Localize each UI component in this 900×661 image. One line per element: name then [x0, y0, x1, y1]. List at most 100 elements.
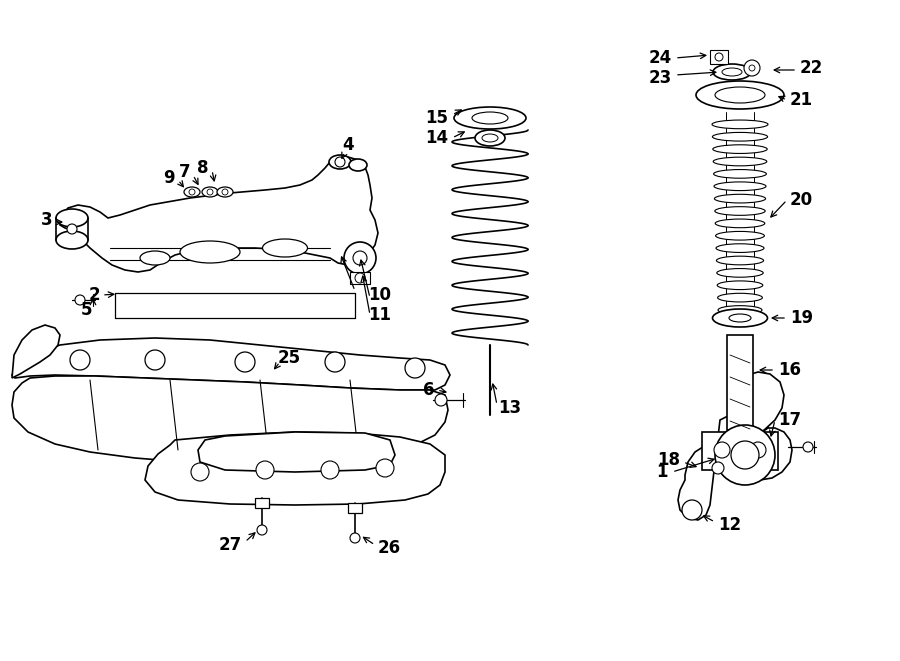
Ellipse shape — [712, 120, 768, 129]
Circle shape — [682, 500, 702, 520]
Polygon shape — [198, 432, 395, 472]
Ellipse shape — [715, 194, 766, 203]
Polygon shape — [60, 157, 378, 272]
Circle shape — [67, 224, 77, 234]
Polygon shape — [12, 376, 448, 464]
Polygon shape — [678, 372, 792, 520]
Text: 19: 19 — [790, 309, 813, 327]
Ellipse shape — [716, 256, 763, 265]
Text: 21: 21 — [790, 91, 813, 109]
Circle shape — [350, 533, 360, 543]
Text: 20: 20 — [790, 191, 813, 209]
Circle shape — [749, 65, 755, 71]
Ellipse shape — [263, 239, 308, 257]
FancyBboxPatch shape — [350, 272, 370, 284]
Ellipse shape — [454, 107, 526, 129]
Circle shape — [731, 441, 759, 469]
FancyBboxPatch shape — [348, 503, 362, 513]
Text: 25: 25 — [278, 349, 302, 367]
Circle shape — [355, 273, 365, 283]
Circle shape — [750, 442, 766, 458]
Ellipse shape — [184, 187, 200, 197]
Ellipse shape — [349, 159, 367, 171]
Text: 7: 7 — [178, 163, 190, 181]
Polygon shape — [12, 338, 450, 390]
Ellipse shape — [714, 169, 767, 178]
Circle shape — [207, 189, 213, 195]
Text: 17: 17 — [778, 411, 801, 429]
Ellipse shape — [713, 64, 751, 80]
Circle shape — [712, 462, 724, 474]
Text: 23: 23 — [649, 69, 672, 87]
Text: 2: 2 — [88, 286, 100, 304]
FancyBboxPatch shape — [727, 335, 753, 430]
Ellipse shape — [713, 132, 768, 141]
Ellipse shape — [472, 112, 508, 124]
Ellipse shape — [722, 68, 742, 76]
Circle shape — [189, 189, 195, 195]
Text: 13: 13 — [498, 399, 521, 417]
Text: 24: 24 — [649, 49, 672, 67]
Circle shape — [256, 461, 274, 479]
Ellipse shape — [715, 87, 765, 103]
Circle shape — [70, 350, 90, 370]
Circle shape — [715, 53, 723, 61]
Ellipse shape — [217, 187, 233, 197]
FancyBboxPatch shape — [710, 50, 728, 64]
Circle shape — [222, 189, 228, 195]
Text: 27: 27 — [219, 536, 242, 554]
Circle shape — [353, 251, 367, 265]
Circle shape — [714, 442, 730, 458]
Ellipse shape — [718, 305, 762, 315]
Text: 8: 8 — [196, 159, 208, 177]
Ellipse shape — [716, 244, 764, 253]
Text: 4: 4 — [342, 136, 354, 154]
Polygon shape — [12, 325, 60, 378]
Circle shape — [744, 60, 760, 76]
Ellipse shape — [715, 207, 765, 215]
Ellipse shape — [202, 187, 218, 197]
Text: 9: 9 — [164, 169, 175, 187]
Circle shape — [435, 394, 447, 406]
Ellipse shape — [716, 231, 764, 240]
Circle shape — [803, 442, 813, 452]
Text: 14: 14 — [425, 129, 448, 147]
Text: 15: 15 — [425, 109, 448, 127]
Text: 10: 10 — [368, 286, 391, 304]
Ellipse shape — [329, 155, 351, 169]
Ellipse shape — [716, 219, 765, 227]
Ellipse shape — [180, 241, 240, 263]
Text: 18: 18 — [657, 451, 680, 469]
Circle shape — [257, 525, 267, 535]
Ellipse shape — [717, 281, 763, 290]
Ellipse shape — [713, 157, 767, 166]
Circle shape — [235, 352, 255, 372]
Circle shape — [145, 350, 165, 370]
Text: 26: 26 — [378, 539, 401, 557]
Ellipse shape — [716, 268, 763, 277]
Circle shape — [405, 358, 425, 378]
Text: 11: 11 — [368, 306, 391, 324]
Ellipse shape — [475, 130, 505, 146]
Polygon shape — [145, 432, 445, 505]
Circle shape — [344, 242, 376, 274]
Text: 12: 12 — [718, 516, 741, 534]
Text: 6: 6 — [424, 381, 435, 399]
Circle shape — [321, 461, 339, 479]
Text: 5: 5 — [80, 301, 92, 319]
Circle shape — [376, 459, 394, 477]
Ellipse shape — [713, 145, 767, 153]
Circle shape — [335, 157, 345, 167]
Circle shape — [191, 463, 209, 481]
Ellipse shape — [717, 293, 762, 302]
Text: 16: 16 — [778, 361, 801, 379]
FancyBboxPatch shape — [255, 498, 269, 508]
Ellipse shape — [713, 309, 768, 327]
FancyBboxPatch shape — [702, 432, 778, 470]
Ellipse shape — [482, 134, 498, 142]
Text: 1: 1 — [656, 463, 668, 481]
Ellipse shape — [714, 182, 766, 190]
Text: 3: 3 — [40, 211, 52, 229]
Ellipse shape — [56, 231, 88, 249]
Ellipse shape — [140, 251, 170, 265]
